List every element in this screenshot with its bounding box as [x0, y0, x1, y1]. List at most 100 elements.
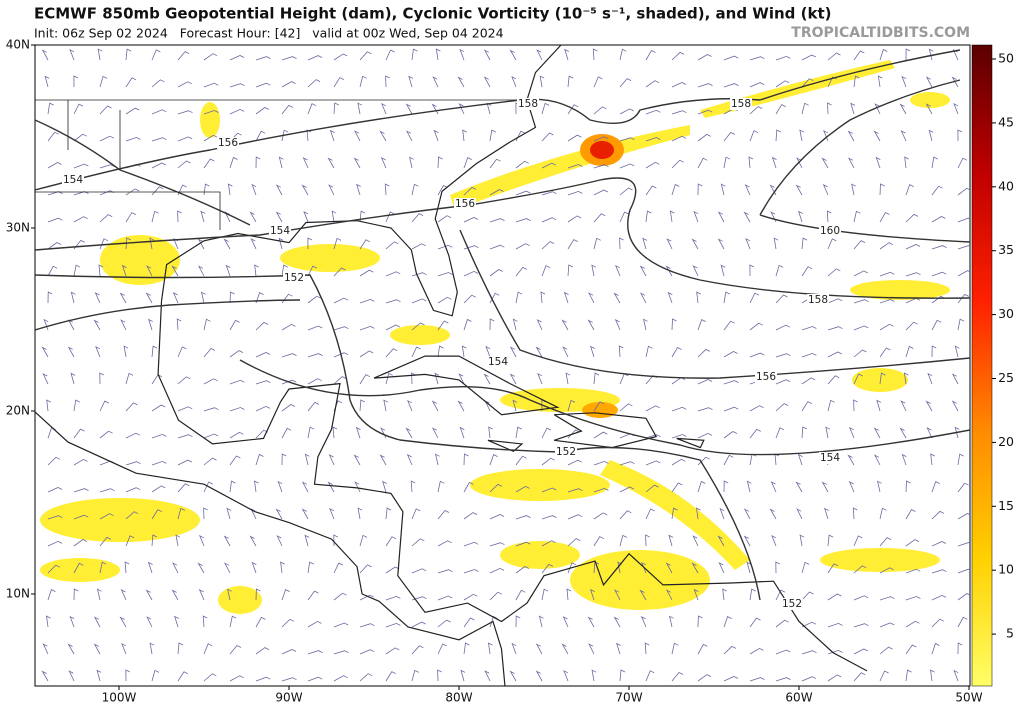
wind-barb	[697, 83, 713, 88]
wind-barb	[535, 670, 543, 682]
wind-barb	[850, 102, 856, 115]
wind-barb	[853, 672, 866, 682]
wind-barb	[437, 345, 444, 358]
wind-barb	[301, 508, 309, 520]
wind-barb	[928, 48, 934, 61]
wind-barb	[328, 184, 335, 196]
wind-barb	[41, 670, 49, 682]
wind-barb	[567, 488, 583, 493]
wind-barb	[645, 80, 660, 88]
wind-barb	[931, 216, 946, 223]
wind-barb	[593, 536, 604, 547]
wind-barb	[825, 426, 831, 439]
wind-barb	[277, 480, 283, 493]
wind-barb	[796, 508, 803, 520]
wind-barb	[488, 642, 493, 655]
contour-label-bg	[283, 272, 305, 284]
wind-barb	[853, 565, 867, 574]
wind-barb	[671, 183, 680, 196]
wind-barb	[801, 676, 817, 682]
wind-barb	[645, 109, 661, 115]
wind-barb	[199, 534, 205, 547]
wind-barb	[593, 401, 605, 412]
contour-label: 156	[218, 137, 238, 149]
wind-barb	[567, 538, 581, 547]
wind-barb	[411, 322, 425, 331]
wind-barb	[463, 481, 474, 493]
wind-barb	[47, 265, 58, 277]
wind-barb	[874, 103, 881, 115]
wind-barb	[457, 76, 465, 88]
wind-barb	[515, 243, 530, 250]
wind-barb	[255, 676, 271, 682]
wind-barb	[359, 269, 374, 277]
wind-barb	[775, 649, 791, 655]
wind-barb	[281, 427, 292, 439]
wind-barb	[619, 403, 633, 412]
wind-barb	[749, 677, 765, 682]
wind-barb	[203, 347, 216, 358]
colorbar-ticks: 50 45 40 35 30 25 20 15 10 5	[992, 51, 1014, 641]
wind-barb	[229, 350, 244, 358]
wind-barb	[411, 48, 418, 61]
wind-barb	[618, 345, 624, 358]
wind-barb	[515, 266, 527, 277]
wind-barb	[771, 156, 777, 169]
contour-label: 152	[782, 598, 802, 610]
wind-barb	[359, 564, 372, 574]
wind-barb	[385, 372, 393, 385]
wind-barb	[281, 323, 296, 331]
wind-barb	[145, 589, 153, 601]
contour-label: 154	[820, 452, 840, 464]
wind-barb	[411, 538, 425, 547]
wind-barb	[385, 75, 390, 88]
wind-barb	[853, 373, 863, 385]
lat-label: 30N	[6, 221, 30, 235]
wind-barb	[280, 561, 285, 574]
wind-barb	[827, 102, 832, 115]
wind-barb	[44, 75, 50, 88]
wind-barb	[541, 540, 556, 547]
wind-barb	[645, 405, 660, 412]
wind-barb	[333, 592, 347, 601]
wind-barb	[853, 75, 860, 88]
wind-barb	[693, 210, 699, 223]
wind-barb	[749, 588, 756, 601]
wind-barb	[203, 378, 218, 385]
wind-barb	[177, 210, 182, 223]
coastline	[35, 411, 506, 686]
wind-barb	[619, 486, 634, 493]
wind-barb	[877, 480, 882, 493]
wind-barb	[385, 348, 398, 358]
wind-barb	[73, 588, 79, 601]
wind-barb	[567, 239, 578, 250]
wind-barb	[383, 399, 389, 412]
wind-barb	[47, 131, 59, 142]
wind-barb	[99, 513, 114, 520]
contour-label-bg	[730, 98, 752, 110]
wind-barb	[95, 345, 101, 358]
wind-barb	[645, 210, 652, 223]
wind-barb	[177, 671, 189, 682]
wind-barb	[773, 237, 779, 250]
wind-barb	[275, 184, 283, 196]
wind-barb	[565, 372, 571, 385]
wind-barb	[879, 347, 891, 358]
wind-barb	[307, 426, 315, 439]
wind-barb	[251, 561, 257, 574]
wind-barb	[431, 427, 439, 439]
wind-barb	[795, 481, 803, 493]
wind-barb	[177, 160, 191, 169]
wind-barb	[203, 134, 218, 142]
wind-barb	[723, 291, 730, 304]
wind-barb	[437, 595, 453, 601]
colorbar-tick-label: 35	[998, 242, 1014, 257]
wind-barb	[775, 677, 791, 682]
wind-barb	[69, 615, 75, 628]
wind-barb	[359, 298, 375, 304]
wind-barb	[172, 562, 179, 574]
wind-barb	[614, 319, 621, 331]
wind-barb	[203, 82, 219, 88]
wind-barb	[561, 319, 569, 331]
wind-barb	[489, 269, 503, 277]
